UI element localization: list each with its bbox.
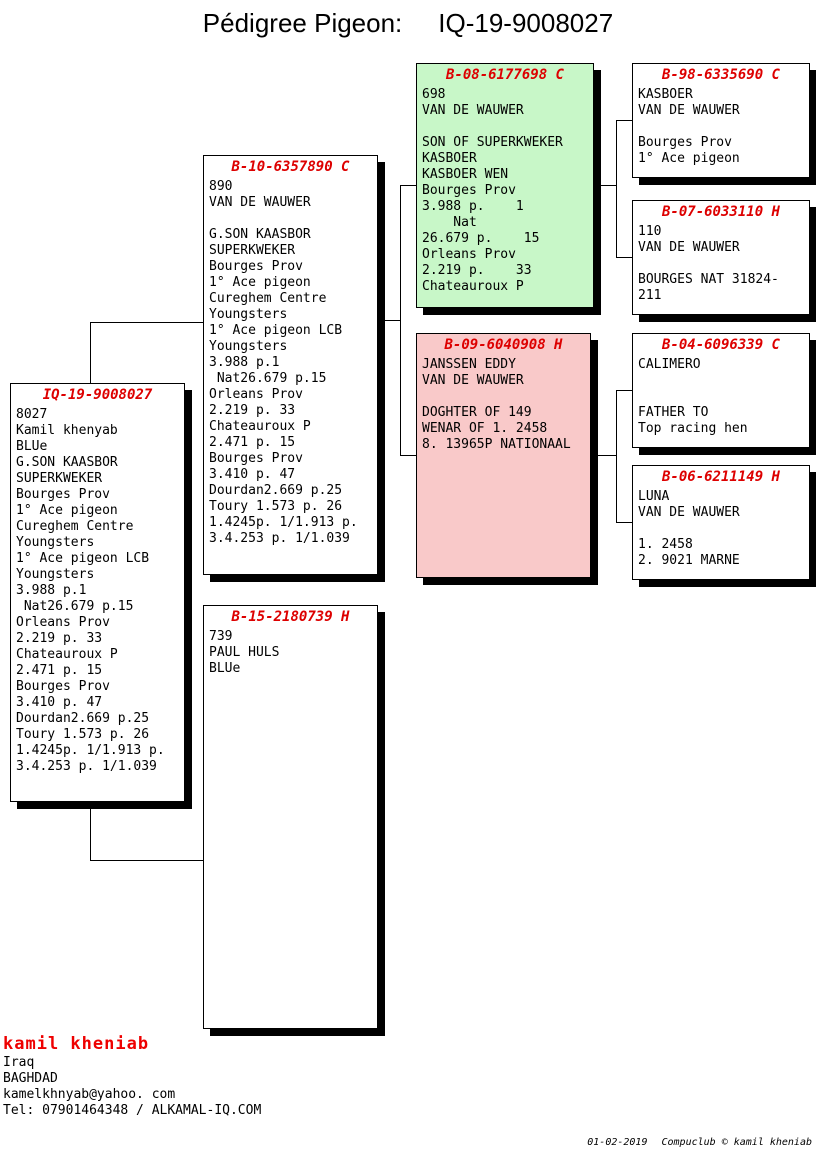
pedigree-box-grandfather-paternal: B-08-6177698 C 698 VAN DE WAUWER SON OF …: [416, 63, 594, 308]
owner-city: BAGHDAD: [3, 1071, 58, 1086]
connector-line: [90, 860, 204, 861]
connector-line: [379, 320, 401, 321]
box-body: 739 PAUL HULS BLUe: [209, 629, 280, 676]
connector-line: [595, 185, 616, 186]
pedigree-box-father: B-10-6357890 C 890 VAN DE WAUWER G.SON K…: [203, 155, 378, 575]
owner-email: kamelkhnyab@yahoo. com: [3, 1087, 176, 1102]
connector-line: [400, 455, 416, 456]
pedigree-box-mother: B-15-2180739 H 739 PAUL HULS BLUe: [203, 605, 378, 1029]
print-credit: Compuclub © kamil kheniab: [661, 1137, 812, 1148]
pedigree-box-grandmother-paternal: B-09-6040908 H JANSSEN EDDY VAN DE WAUWE…: [416, 333, 591, 578]
connector-line: [400, 185, 401, 456]
connector-line: [616, 120, 632, 121]
box-body: 698 VAN DE WAUWER SON OF SUPERKWEKER KAS…: [422, 87, 563, 294]
box-body: JANSSEN EDDY VAN DE WAUWER DOGHTER OF 14…: [422, 357, 571, 452]
connector-line: [616, 522, 632, 523]
print-date: 01-02-2019: [587, 1137, 648, 1148]
print-info: 01-02-2019 Compuclub © kamil kheniab: [587, 1137, 812, 1148]
connector-line: [616, 390, 617, 523]
owner-phone: Tel: 07901464348 / ALKAMAL-IQ.COM: [3, 1103, 262, 1118]
connector-line: [400, 185, 416, 186]
box-header: B-15-2180739 H: [231, 609, 350, 625]
box-body: CALIMERO FATHER TO Top racing hen: [638, 357, 748, 436]
pedigree-box-great-grandmother-1: B-07-6033110 H 110 VAN DE WAUWER BOURGES…: [632, 200, 810, 315]
connector-line: [616, 390, 632, 391]
box-header: B-09-6040908 H: [444, 337, 563, 353]
box-header: B-06-6211149 H: [661, 469, 780, 485]
box-body: 8027 Kamil khenyab BLUe G.SON KAASBOR SU…: [16, 407, 165, 774]
connector-line: [90, 322, 203, 323]
box-body: 110 VAN DE WAUWER BOURGES NAT 31824- 211: [638, 224, 779, 303]
box-body: 890 VAN DE WAUWER G.SON KAASBOR SUPERKWE…: [209, 179, 358, 546]
box-header: B-07-6033110 H: [661, 204, 780, 220]
owner-name: kamil kheniab: [3, 1034, 150, 1054]
connector-line: [616, 120, 617, 258]
box-header: B-98-6335690 C: [661, 67, 780, 83]
page-title-label: Pédigree Pigeon:: [202, 8, 403, 38]
owner-country: Iraq: [3, 1055, 35, 1070]
box-header: IQ-19-9008027: [42, 387, 153, 403]
connector-line: [592, 455, 616, 456]
page-title: Pédigree Pigeon: IQ-19-9008027: [0, 8, 816, 39]
box-body: KASBOER VAN DE WAUWER Bourges Prov 1° Ac…: [638, 87, 740, 166]
pedigree-box-great-grandmother-2: B-06-6211149 H LUNA VAN DE WAUWER 1. 245…: [632, 465, 810, 580]
pedigree-box-subject: IQ-19-9008027 8027 Kamil khenyab BLUe G.…: [10, 383, 185, 802]
box-header: B-04-6096339 C: [661, 337, 780, 353]
pedigree-box-great-grandfather-1: B-98-6335690 C KASBOER VAN DE WAUWER Bou…: [632, 63, 810, 178]
connector-line: [616, 257, 632, 258]
box-body: LUNA VAN DE WAUWER 1. 2458 2. 9021 MARNE: [638, 489, 740, 568]
page-title-ring-number: IQ-19-9008027: [438, 8, 614, 38]
box-header: B-10-6357890 C: [231, 159, 350, 175]
owner-info: kamil kheniab Iraq BAGHDAD kamelkhnyab@y…: [3, 1033, 261, 1119]
pedigree-box-great-grandfather-2: B-04-6096339 C CALIMERO FATHER TO Top ra…: [632, 333, 810, 448]
box-header: B-08-6177698 C: [445, 67, 564, 83]
